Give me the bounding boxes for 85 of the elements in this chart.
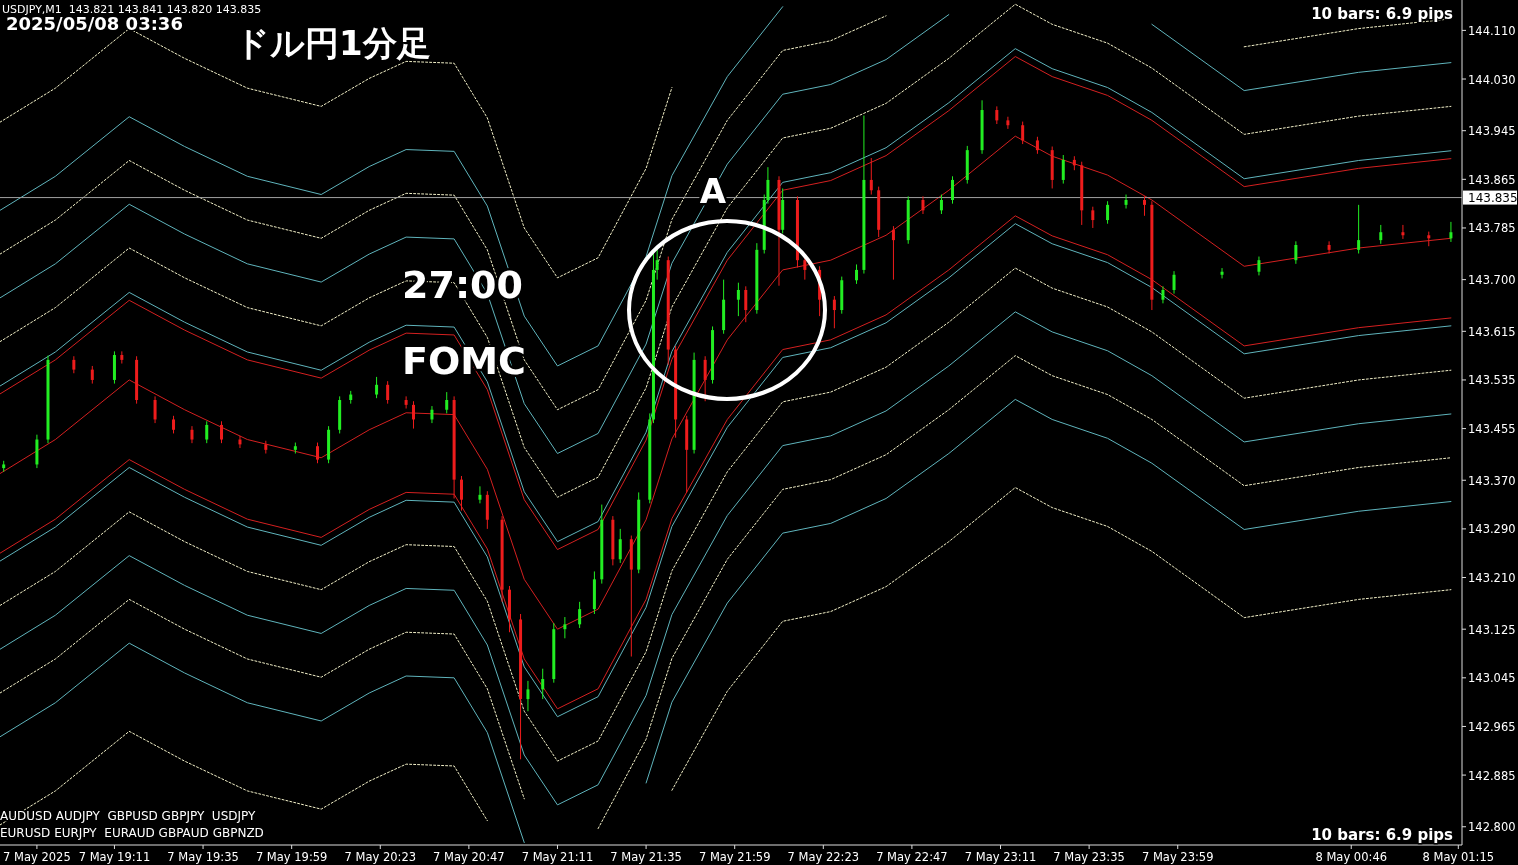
candlestick: [1294, 240, 1298, 265]
candlestick: [1220, 267, 1224, 279]
candlestick: [1006, 116, 1010, 130]
candlestick: [412, 400, 415, 430]
candlestick: [736, 282, 740, 317]
y-tick-label: 142.965: [1468, 719, 1516, 734]
x-tick-label: 7 May 22:47: [876, 850, 948, 864]
annotation: EURUSD EURJPY EURAUD GBPAUD GBPNZD: [0, 826, 264, 840]
y-tick-label: 143.700: [1468, 273, 1516, 288]
candlestick: [855, 263, 859, 285]
candlestick: [1061, 154, 1065, 185]
candlestick: [205, 420, 209, 444]
line-series: [0, 267, 1452, 762]
candlestick: [459, 475, 463, 512]
candlestick: [1257, 256, 1261, 276]
ref-line-label: 143.835: [1468, 191, 1518, 206]
candlestick: [1021, 121, 1025, 145]
x-tick-label: 7 May 19:11: [78, 850, 151, 864]
candlestick: [1172, 270, 1176, 295]
candlestick: [220, 420, 224, 444]
y-tick-label: 143.370: [1468, 473, 1516, 488]
y-tick-label: 143.045: [1468, 671, 1516, 686]
y-tick-label: 142.800: [1468, 820, 1516, 835]
candlestick: [541, 668, 545, 700]
candlestick: [1091, 206, 1095, 229]
y-tick-label: 143.615: [1468, 324, 1516, 339]
candlestick: [1124, 194, 1128, 210]
y-tick-label: 142.885: [1468, 768, 1516, 783]
candlestick: [869, 157, 873, 196]
candlestick: [445, 391, 449, 414]
candlestick: [404, 395, 408, 410]
x-tick-label: 7 May 19:59: [255, 850, 328, 864]
candlestick: [478, 485, 482, 504]
x-tick-label: 8 May 00:46: [1315, 850, 1388, 864]
candlestick: [891, 225, 895, 281]
x-tick-label: 7 May 21:35: [610, 850, 682, 864]
y-tick-label: 143.535: [1468, 373, 1516, 388]
annotation: USDJPY,M1 143.821 143.841 143.820 143.835: [2, 3, 262, 16]
candlestick: [1357, 204, 1361, 254]
candlestick: [1449, 221, 1453, 243]
x-tick-label: 7 May 21:11: [521, 850, 594, 864]
candlestick: [618, 528, 622, 564]
candlestick: [386, 380, 390, 405]
candlestick: [1379, 224, 1383, 245]
candlestick: [951, 175, 955, 205]
x-tick-label: 7 May 23:35: [1053, 850, 1125, 864]
annotation: FOMC: [402, 339, 526, 383]
y-tick-label: 143.865: [1468, 172, 1516, 187]
x-tick-label: 7 May 23:59: [1141, 850, 1214, 864]
x-tick-label: 7 May 22:23: [787, 850, 860, 864]
y-tick-label: 143.785: [1468, 221, 1516, 236]
y-tick-label: 144.030: [1468, 72, 1516, 87]
candlestick: [316, 442, 320, 464]
candlestick: [563, 616, 567, 639]
x-tick-label: 7 May 21:59: [698, 850, 771, 864]
candlestick: [1142, 195, 1146, 217]
x-tick-label: 8 May 01:15: [1422, 850, 1495, 864]
text: ドル円1分足: [235, 23, 431, 63]
candlestick: [744, 285, 748, 323]
candlestick: [703, 355, 707, 402]
candlestick: [655, 248, 659, 281]
candlestick: [1106, 200, 1110, 225]
candlestick: [832, 295, 836, 329]
candlestick: [375, 376, 379, 399]
candlestick: [153, 395, 157, 424]
annotation: 10 bars: 6.9 pips: [1311, 5, 1454, 23]
candlestick: [578, 601, 582, 629]
y-tick-label: 143.125: [1468, 622, 1516, 637]
line-series: [0, 135, 1452, 630]
candlestick: [430, 405, 434, 424]
y-tick-label: 143.290: [1468, 522, 1516, 537]
y-tick-label: 144.110: [1468, 23, 1516, 38]
x-tick-label: 7 May 20:23: [344, 850, 417, 864]
candlestick: [526, 680, 530, 712]
x-tick-label: 7 May 2025: [3, 850, 71, 864]
x-tick-label: 7 May 19:35: [167, 850, 239, 864]
candlestick: [939, 194, 943, 215]
y-tick-label: 143.945: [1468, 124, 1516, 139]
y-tick-label: 143.210: [1468, 571, 1516, 586]
x-tick-label: 7 May 23:11: [964, 850, 1037, 864]
x-tick-label: 7 May 20:47: [433, 850, 505, 864]
y-tick-label: 143.455: [1468, 422, 1516, 437]
candlestick: [1327, 240, 1331, 254]
candlestick: [1401, 224, 1405, 240]
annotation: 10 bars: 6.9 pips: [1311, 826, 1454, 844]
